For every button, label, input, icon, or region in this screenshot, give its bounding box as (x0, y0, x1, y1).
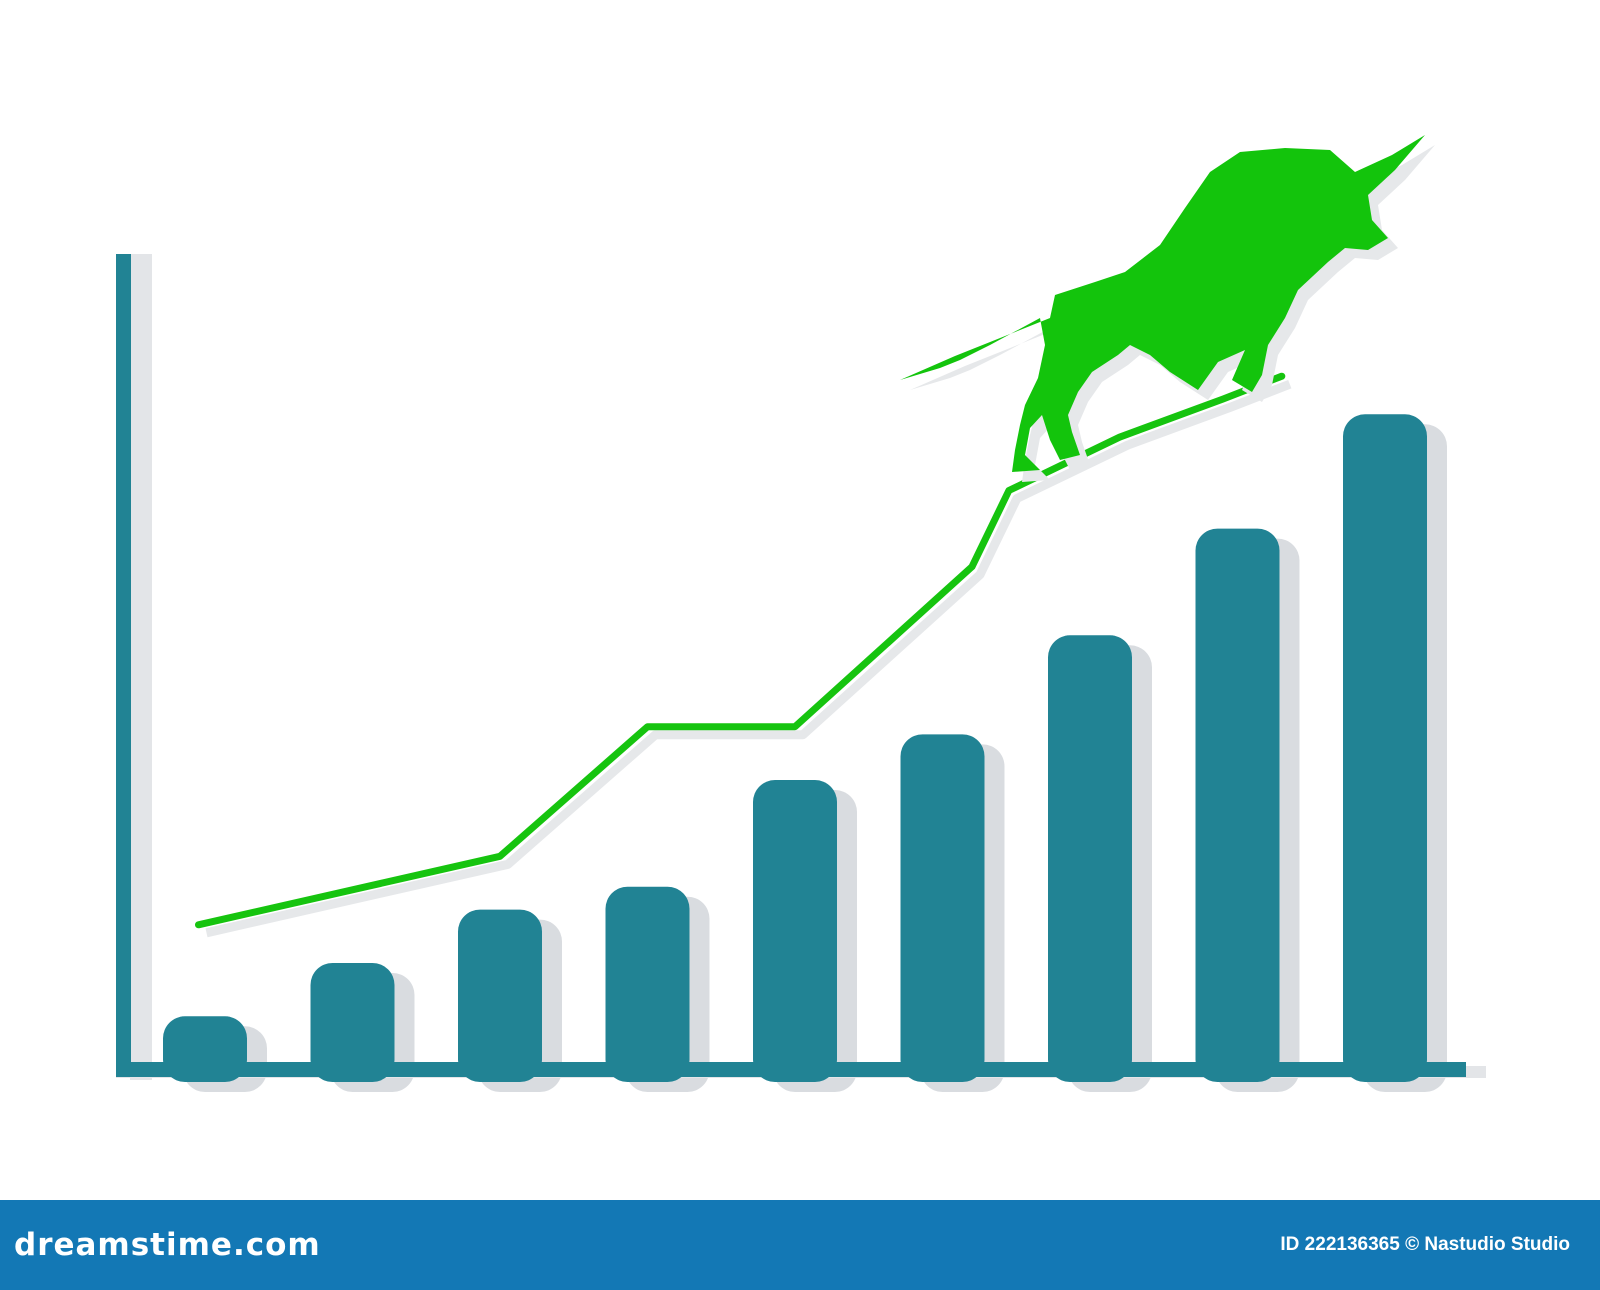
bar-2 (310, 962, 395, 1082)
bull-icon (900, 135, 1435, 482)
y-axis-shadow (130, 254, 152, 1080)
bar-5 (753, 780, 837, 1082)
x-axis (116, 1062, 1466, 1077)
trend-line-path (195, 372, 1286, 929)
trend-line-shadow (205, 380, 1292, 938)
bars (163, 414, 1427, 1082)
bar-4 (605, 886, 690, 1082)
bar-3 (458, 909, 542, 1082)
trend-line (195, 372, 1292, 938)
bar-6 (900, 734, 985, 1082)
bar-8 (1195, 528, 1280, 1082)
footer-banner: dreamstime.com ID 222136365 © Nastudio S… (0, 1200, 1600, 1290)
y-axis (116, 254, 131, 1076)
brand-logo[interactable]: dreamstime.com (14, 1227, 321, 1263)
bar-9 (1343, 414, 1427, 1082)
image-credit: ID 222136365 © Nastudio Studio (1280, 1234, 1570, 1255)
bar-chart (116, 135, 1486, 1092)
bar-7 (1048, 635, 1132, 1082)
